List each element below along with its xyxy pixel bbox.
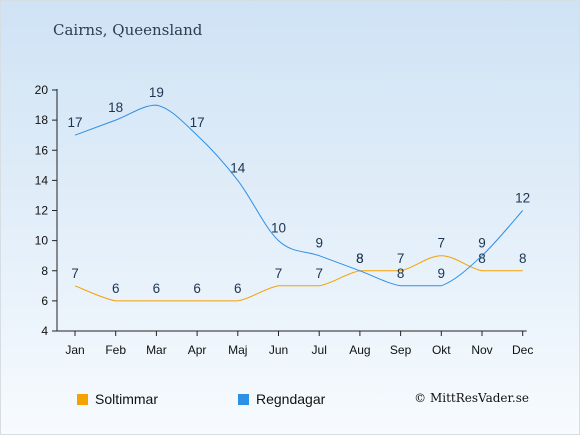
y-tick-label: 6 <box>41 294 48 308</box>
legend-label-regndagar: Regndagar <box>256 391 326 407</box>
soltimmar-data-label: 6 <box>112 281 120 296</box>
x-tick-label: Okt <box>432 343 451 357</box>
soltimmar-line <box>74 255 523 302</box>
regndagar-data-label: 9 <box>315 236 323 251</box>
regndagar-data-label: 17 <box>67 115 82 130</box>
regndagar-line <box>74 104 524 287</box>
x-tick-label: Jan <box>65 343 84 357</box>
x-tick-label: Apr <box>188 343 207 357</box>
regndagar-data-label: 12 <box>515 191 530 206</box>
soltimmar-swatch <box>77 393 88 405</box>
legend-item-regndagar: Regndagar <box>238 391 325 407</box>
y-tick-label: 8 <box>41 264 48 278</box>
soltimmar-data-label: 7 <box>315 266 323 281</box>
x-tick-label: Mar <box>146 343 167 357</box>
chart-title: Cairns, Queensland <box>53 21 203 39</box>
x-tick-label: Aug <box>349 343 370 357</box>
y-tick-label: 16 <box>35 143 49 157</box>
x-tick-label: Maj <box>228 343 247 357</box>
soltimmar-data-label: 8 <box>478 251 486 266</box>
x-tick-label: Feb <box>105 343 126 357</box>
x-tick-label: Sep <box>390 343 412 357</box>
x-tick-label: Nov <box>471 343 492 357</box>
y-tick-label: 18 <box>35 113 49 127</box>
regndagar-data-label: 8 <box>397 266 405 281</box>
soltimmar-data-label: 8 <box>356 251 364 266</box>
legend-item-soltimmar: Soltimmar <box>77 391 158 407</box>
regndagar-data-label: 18 <box>108 100 123 115</box>
soltimmar-data-label: 7 <box>438 236 446 251</box>
credit-text: © MittResVader.se <box>414 391 529 405</box>
regndagar-data-label: 9 <box>478 236 486 251</box>
y-tick-label: 10 <box>35 234 49 248</box>
regndagar-data-label: 14 <box>230 160 246 175</box>
y-tick-label: 20 <box>35 83 49 97</box>
y-tick-label: 12 <box>35 204 49 218</box>
x-tick-label: Dec <box>512 343 533 357</box>
regndagar-data-label: 9 <box>438 266 446 281</box>
regndagar-data-label: 19 <box>149 85 164 100</box>
soltimmar-data-label: 6 <box>193 281 201 296</box>
x-tick-label: Jun <box>269 343 288 357</box>
regndagar-data-label: 10 <box>271 221 286 236</box>
soltimmar-data-label: 7 <box>397 251 405 266</box>
regndagar-data-label: 8 <box>356 251 364 266</box>
soltimmar-data-label: 6 <box>153 281 161 296</box>
soltimmar-data-label: 7 <box>71 266 79 281</box>
x-tick-label: Jul <box>312 343 327 357</box>
regndagar-data-label: 17 <box>190 115 205 130</box>
y-tick-label: 4 <box>41 324 48 338</box>
regndagar-swatch <box>238 393 249 405</box>
y-tick-label: 14 <box>35 173 49 187</box>
soltimmar-data-label: 7 <box>275 266 283 281</box>
legend-label-soltimmar: Soltimmar <box>95 391 159 407</box>
soltimmar-data-label: 8 <box>519 251 527 266</box>
soltimmar-data-label: 6 <box>234 281 242 296</box>
